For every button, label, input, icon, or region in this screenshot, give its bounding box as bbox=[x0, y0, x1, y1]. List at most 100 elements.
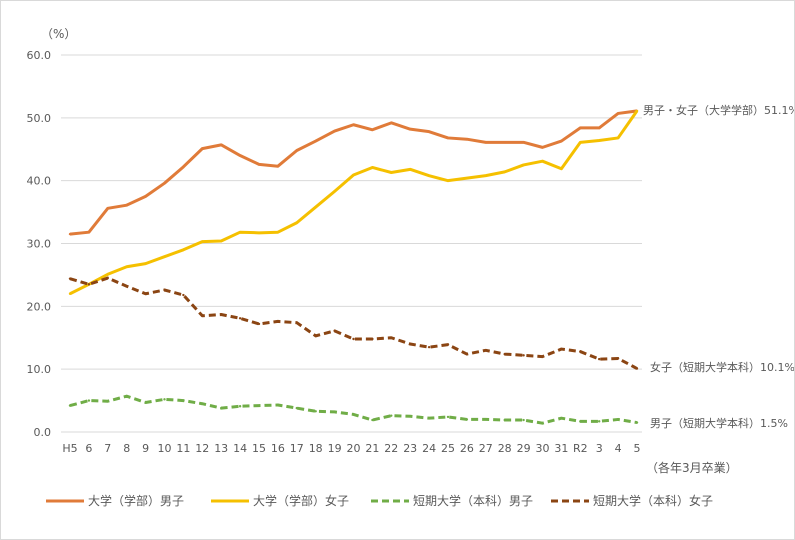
x-tick-label: 29 bbox=[517, 442, 531, 455]
x-tick-label: 11 bbox=[176, 442, 190, 455]
y-tick-label: 50.0 bbox=[27, 112, 52, 125]
x-tick-label: 30 bbox=[536, 442, 550, 455]
data-point bbox=[616, 418, 620, 421]
data-point bbox=[144, 401, 147, 404]
data-point bbox=[220, 239, 223, 243]
data-point bbox=[390, 121, 393, 125]
y-tick-label: 20.0 bbox=[27, 300, 52, 313]
x-tick-label: 25 bbox=[441, 442, 455, 455]
x-tick-label: H5 bbox=[62, 442, 77, 455]
y-tick-label: 0.0 bbox=[34, 426, 52, 439]
data-point bbox=[106, 207, 110, 210]
x-tick-label: 12 bbox=[195, 442, 209, 455]
data-point bbox=[484, 174, 487, 177]
data-point bbox=[465, 137, 469, 141]
legend-label: 大学（学部）女子 bbox=[253, 493, 349, 508]
data-point bbox=[409, 168, 412, 171]
annotation-label: 男子・女子（大学学部）51.1% bbox=[643, 103, 795, 117]
data-point bbox=[295, 321, 298, 324]
annotation-label: 男子（短期大学本科）1.5% bbox=[650, 416, 788, 430]
data-point bbox=[163, 181, 166, 185]
y-unit-label: （%） bbox=[41, 27, 76, 41]
data-point bbox=[484, 418, 487, 421]
data-point bbox=[295, 221, 298, 224]
data-point bbox=[371, 337, 374, 341]
data-point bbox=[446, 415, 450, 419]
data-point bbox=[390, 336, 393, 339]
data-point bbox=[238, 405, 242, 408]
data-point bbox=[560, 416, 563, 420]
data-point bbox=[87, 399, 91, 402]
data-point bbox=[314, 410, 317, 413]
data-point bbox=[182, 293, 185, 297]
data-point bbox=[446, 136, 450, 140]
data-point bbox=[238, 317, 242, 320]
x-tick-label: 13 bbox=[214, 442, 228, 455]
x-tick-label: 31 bbox=[554, 442, 568, 455]
data-point bbox=[541, 159, 544, 163]
annotation-label: 女子（短期大学本科）10.1% bbox=[650, 360, 795, 374]
x-tick-label: 8 bbox=[123, 442, 130, 455]
data-point bbox=[503, 170, 506, 174]
data-point bbox=[182, 165, 185, 169]
data-point bbox=[68, 277, 72, 280]
data-point bbox=[409, 342, 412, 346]
data-point bbox=[182, 248, 185, 251]
data-point bbox=[635, 109, 639, 113]
data-point bbox=[579, 350, 582, 353]
data-point bbox=[333, 410, 336, 414]
x-note: （各年3月卒業） bbox=[646, 460, 738, 475]
data-point bbox=[163, 255, 166, 258]
series-line-0 bbox=[69, 109, 638, 236]
data-point bbox=[409, 127, 412, 131]
data-point bbox=[257, 163, 261, 166]
data-point bbox=[371, 166, 374, 169]
data-point bbox=[427, 345, 431, 349]
data-point bbox=[257, 231, 261, 235]
data-point bbox=[333, 329, 336, 333]
x-tick-label: 24 bbox=[422, 442, 436, 455]
x-tick-label: 9 bbox=[142, 442, 149, 455]
data-point bbox=[68, 232, 72, 236]
x-tick-label: 10 bbox=[158, 442, 172, 455]
data-point bbox=[106, 276, 110, 280]
data-point bbox=[465, 418, 469, 421]
y-tick-label: 10.0 bbox=[27, 363, 52, 376]
x-tick-label: 23 bbox=[403, 442, 417, 455]
data-point bbox=[295, 406, 298, 410]
legend-label: 大学（学部）男子 bbox=[88, 493, 184, 508]
data-point bbox=[220, 143, 223, 147]
data-point bbox=[390, 414, 393, 417]
data-point bbox=[257, 322, 261, 326]
data-point bbox=[409, 415, 412, 418]
data-point bbox=[484, 141, 487, 144]
data-point bbox=[352, 173, 355, 177]
data-point bbox=[560, 347, 563, 351]
data-point bbox=[390, 171, 393, 174]
x-tick-label: 26 bbox=[460, 442, 474, 455]
data-point bbox=[276, 165, 280, 168]
data-point bbox=[125, 265, 128, 268]
data-point bbox=[522, 141, 525, 144]
data-point bbox=[427, 130, 431, 133]
data-point bbox=[163, 288, 166, 292]
data-point bbox=[446, 343, 450, 346]
data-point bbox=[598, 357, 601, 361]
x-tick-label: 14 bbox=[233, 442, 247, 455]
data-point bbox=[333, 129, 336, 133]
x-tick-label: 18 bbox=[309, 442, 323, 455]
data-point bbox=[163, 398, 166, 401]
data-point bbox=[333, 190, 336, 193]
data-point bbox=[465, 352, 469, 356]
data-point bbox=[579, 141, 582, 144]
data-point bbox=[352, 337, 355, 341]
data-point bbox=[182, 399, 185, 402]
x-tick-label: 6 bbox=[85, 442, 92, 455]
data-point bbox=[144, 292, 147, 295]
x-tick-label: 27 bbox=[479, 442, 493, 455]
legend-label: 短期大学（本科）女子 bbox=[593, 493, 713, 508]
y-tick-label: 60.0 bbox=[27, 49, 52, 62]
data-point bbox=[144, 262, 147, 265]
data-point bbox=[276, 403, 280, 407]
